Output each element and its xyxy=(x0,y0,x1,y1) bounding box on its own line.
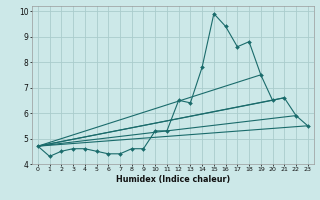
X-axis label: Humidex (Indice chaleur): Humidex (Indice chaleur) xyxy=(116,175,230,184)
